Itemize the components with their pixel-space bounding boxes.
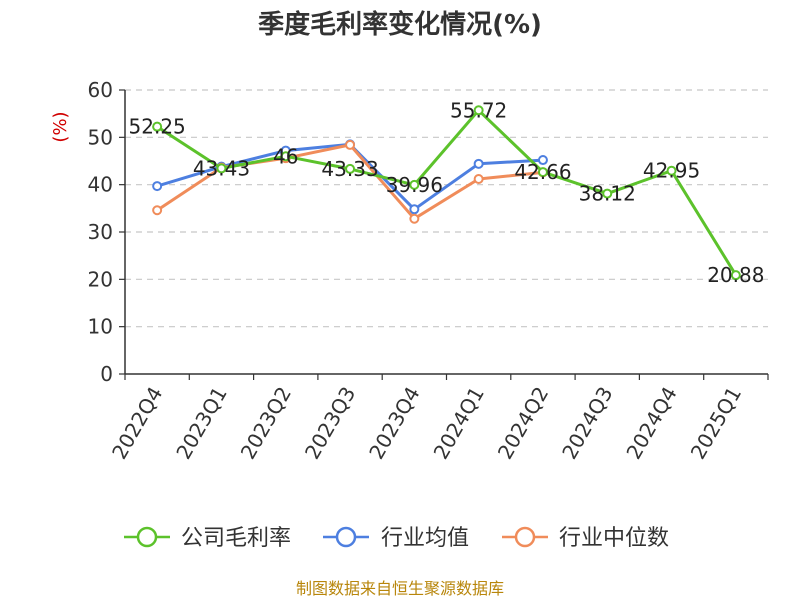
- data-point: [473, 173, 484, 184]
- data-point: [602, 188, 613, 199]
- data-label: 46: [273, 144, 298, 168]
- y-tick-label: 0: [100, 362, 113, 386]
- data-label: 42.66: [514, 160, 571, 184]
- data-point: [409, 213, 420, 224]
- data-point: [666, 165, 677, 176]
- y-tick-label: 30: [88, 220, 113, 244]
- data-label: 38.12: [579, 182, 636, 206]
- data-point: [216, 163, 227, 174]
- legend-marker: [514, 526, 536, 548]
- data-label: 55.72: [450, 98, 507, 122]
- data-point: [537, 155, 548, 166]
- legend: 公司毛利率 行业均值 行业中位数: [124, 526, 669, 551]
- x-tick-label: 2023Q3: [300, 383, 360, 464]
- grid-lines: [125, 89, 768, 328]
- legend-marker: [335, 526, 357, 548]
- data-point: [280, 151, 291, 162]
- data-labels: 52.25 43.43 46 43.33 39.96 55.72 42.66 38.12 42.…: [129, 98, 765, 287]
- y-tick-label: 10: [88, 315, 113, 339]
- x-tick-label: 2023Q1: [171, 383, 231, 464]
- data-label: 39.96: [386, 173, 443, 197]
- source-note: 制图数据来自恒生聚源数据库: [296, 579, 504, 598]
- legend-label: 公司毛利率: [181, 526, 291, 551]
- y-tick-label: 50: [88, 125, 113, 149]
- data-point: [473, 105, 484, 116]
- series-lines: [152, 105, 741, 281]
- data-point: [473, 158, 484, 169]
- legend-label: 行业中位数: [559, 526, 669, 551]
- y-tick-label: 20: [88, 267, 113, 291]
- legend-item: 行业中位数: [502, 526, 669, 551]
- y-tick-label: 40: [88, 173, 113, 197]
- data-label: 43.43: [193, 156, 250, 180]
- x-tick-label: 2023Q4: [364, 383, 424, 464]
- x-tick-label: 2024Q4: [621, 383, 681, 464]
- data-label: 42.95: [643, 159, 700, 183]
- data-point: [730, 270, 741, 281]
- data-point: [409, 179, 420, 190]
- chart-title: 季度毛利率变化情况(%): [258, 9, 542, 40]
- data-point: [152, 121, 163, 132]
- x-tick-label: 2022Q4: [107, 383, 167, 464]
- legend-marker: [136, 526, 158, 548]
- legend-label: 行业均值: [381, 526, 469, 551]
- y-axis-label: (%): [50, 111, 71, 142]
- x-tick-label: 2024Q3: [557, 383, 617, 464]
- data-point: [345, 139, 356, 150]
- x-tick-label: 2024Q1: [429, 383, 489, 464]
- data-point: [537, 167, 548, 178]
- data-point: [152, 205, 163, 216]
- x-tick-label: 2024Q2: [493, 383, 553, 464]
- series-line: [156, 108, 738, 276]
- y-tick-label: 60: [88, 78, 113, 102]
- data-point: [345, 163, 356, 174]
- data-label: 52.25: [129, 115, 186, 139]
- legend-item: 行业均值: [323, 526, 469, 551]
- data-point: [409, 204, 420, 215]
- data-label: 20.88: [707, 263, 764, 287]
- data-point: [152, 181, 163, 192]
- x-tick-label: 2025Q1: [686, 383, 746, 464]
- data-label: 43.33: [321, 157, 378, 181]
- legend-item: 公司毛利率: [124, 526, 291, 551]
- x-tick-label: 2023Q2: [236, 383, 296, 464]
